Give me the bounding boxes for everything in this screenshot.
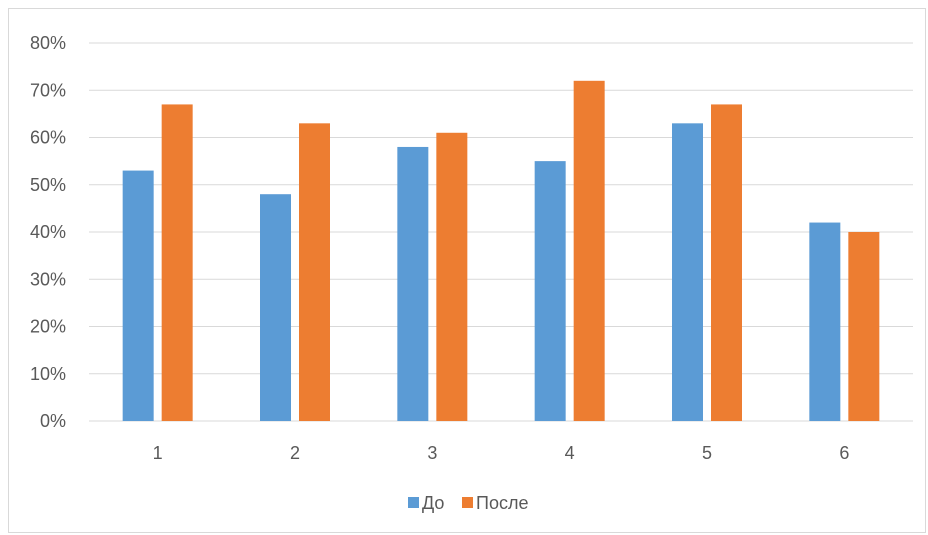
y-axis-tick-labels: 0% 10% 20% 30% 40% 50% 60% 70% 80% [30,33,66,431]
legend-swatch [408,497,419,508]
bars [122,80,880,422]
legend-label: После [476,493,528,513]
bar-series2-3 [436,132,468,421]
x-axis-tick-labels: 1 2 3 4 5 6 [153,443,850,463]
y-tick-label: 80% [30,33,66,53]
bar-series2-2 [299,123,330,421]
legend: До После [408,493,528,513]
bar-series2-6 [848,232,880,421]
bar-series1-3 [397,146,429,421]
y-tick-label: 20% [30,317,66,337]
y-tick-label: 40% [30,222,66,242]
x-tick-label: 3 [427,443,437,463]
bar-series2-4 [573,80,605,422]
legend-label: До [422,493,444,513]
bar-series1-6 [809,222,841,421]
x-tick-label: 1 [153,443,163,463]
bar-series1-5 [672,123,703,421]
x-tick-label: 5 [702,443,712,463]
bar-series1-2 [260,194,291,421]
y-tick-label: 70% [30,80,66,100]
bar-series2-5 [711,104,742,422]
y-tick-label: 10% [30,364,66,384]
x-tick-label: 6 [839,443,849,463]
x-tick-label: 2 [290,443,300,463]
y-tick-label: 50% [30,175,66,195]
bar-series1-1 [122,170,154,421]
bar-series2-1 [161,104,193,422]
legend-swatch [462,497,473,508]
gridlines [89,42,913,422]
y-tick-label: 60% [30,128,66,148]
y-tick-label: 0% [40,411,66,431]
y-tick-label: 30% [30,269,66,289]
bar-series1-4 [534,161,566,421]
x-tick-label: 4 [565,443,575,463]
